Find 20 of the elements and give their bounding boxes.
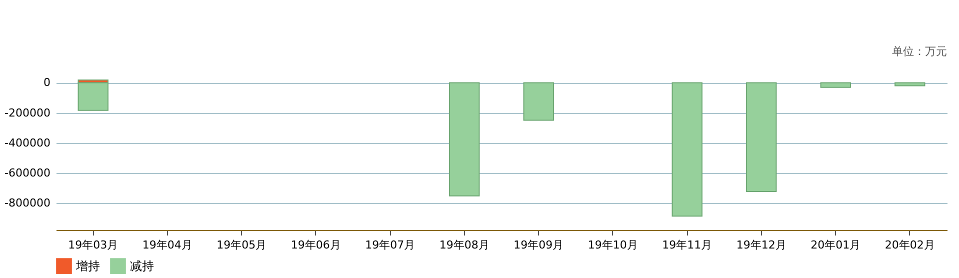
- text: 单位：万元: [892, 45, 947, 58]
- x-tick-label: 20年01月: [810, 238, 861, 252]
- x-tick-label: 19年09月: [514, 238, 564, 252]
- legend-label: 增持: [75, 259, 100, 274]
- x-tick-label: 20年02月: [884, 238, 935, 252]
- x-tick-label: 19年12月: [736, 238, 786, 252]
- x-tick-label: 19年04月: [142, 238, 192, 252]
- x-tick-label: 19年08月: [439, 238, 490, 252]
- x-tick-label: 19年06月: [290, 238, 341, 252]
- y-tick-label: 0: [44, 76, 50, 90]
- x-tick-label: 19年05月: [216, 238, 267, 252]
- x-tick-label: 19年11月: [662, 238, 712, 252]
- y-tick-label: -200000: [4, 106, 50, 120]
- x-tick-label: 19年10月: [588, 238, 638, 252]
- y-tick-label: -800000: [4, 196, 50, 210]
- x-tick-label: 19年07月: [365, 238, 416, 252]
- y-tick-label: -400000: [4, 136, 50, 150]
- legend-label: 减持: [130, 259, 154, 274]
- x-tick-label: 19年03月: [68, 238, 118, 252]
- y-tick-label: -600000: [4, 166, 50, 180]
